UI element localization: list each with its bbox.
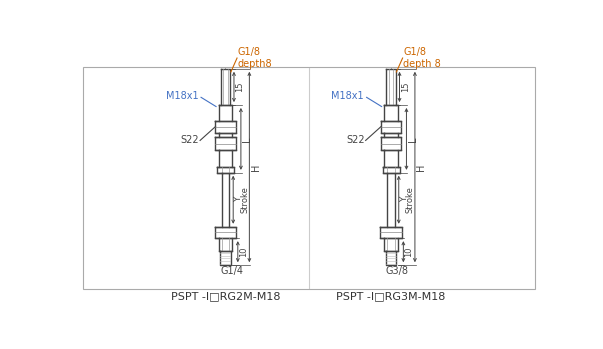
Text: G3/8: G3/8 [386,266,409,276]
Text: L: L [242,136,252,142]
Text: G1/8: G1/8 [238,46,261,57]
Text: 10: 10 [405,246,414,257]
Text: 10: 10 [239,246,248,257]
Text: Y: Y [235,197,244,202]
Text: Y: Y [400,197,409,202]
Bar [380,69,402,265]
Text: G1/4: G1/4 [220,266,243,276]
Text: Stroke: Stroke [240,186,249,213]
Text: S22: S22 [181,135,200,146]
Text: H: H [416,163,426,171]
Text: L: L [408,136,418,142]
Text: 15: 15 [400,82,409,92]
Text: S22: S22 [346,135,365,146]
Text: 15: 15 [235,82,244,92]
Text: M18x1: M18x1 [166,91,198,101]
Text: M18x1: M18x1 [332,91,364,101]
Text: G1/8: G1/8 [403,46,426,57]
Text: PSPT -I□RG2M-M18: PSPT -I□RG2M-M18 [171,291,280,301]
Text: Stroke: Stroke [406,186,415,213]
Text: depth8: depth8 [238,59,273,69]
Text: H: H [250,163,260,171]
Bar [215,69,236,265]
Bar [83,67,535,289]
Text: depth 8: depth 8 [403,59,441,69]
Text: PSPT -I□RG3M-M18: PSPT -I□RG3M-M18 [336,291,446,301]
